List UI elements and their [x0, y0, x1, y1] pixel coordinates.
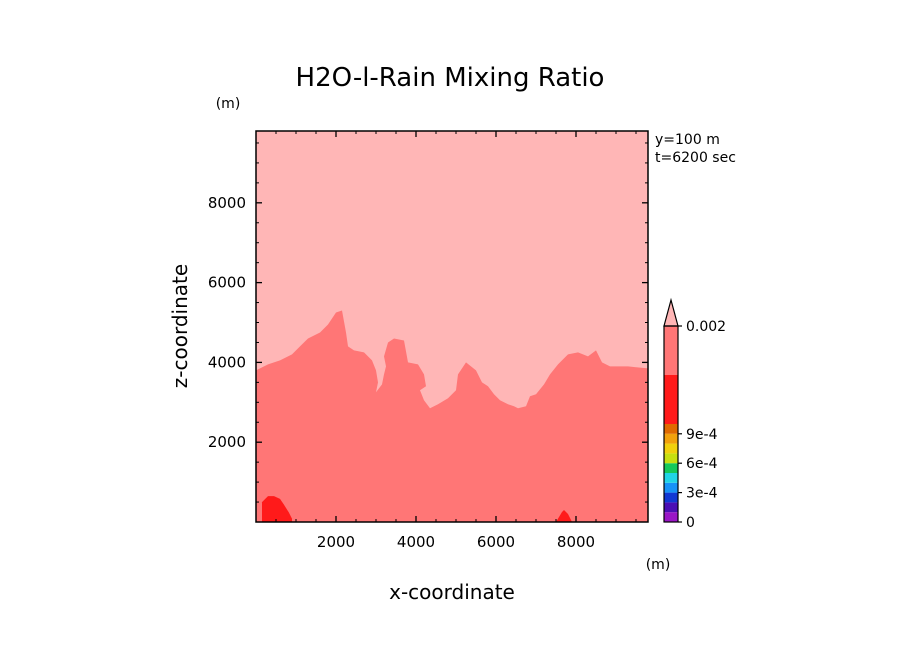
- red-blob-right: [556, 510, 572, 522]
- y-tick-label: 6000: [208, 274, 246, 292]
- red-blob-left: [262, 496, 292, 522]
- colorbar-level: [664, 473, 678, 483]
- x-axis-label: x-coordinate: [389, 580, 515, 604]
- y-axis-label: z-coordinate: [168, 264, 192, 388]
- plot-frame: [255, 130, 649, 523]
- y-unit-label: (m): [216, 96, 241, 112]
- colorbar-tick-label: 9e-4: [686, 427, 718, 443]
- y-tick-label: 4000: [208, 353, 246, 371]
- colorbar-level: [664, 443, 678, 454]
- x-tick-label: 4000: [397, 533, 435, 551]
- colorbar-frame: [663, 325, 679, 523]
- colorbar-tick-label: 0: [686, 515, 695, 531]
- y-tick-label: 8000: [208, 194, 246, 212]
- x-unit-label: (m): [646, 557, 671, 573]
- colorbar-level: [664, 424, 678, 434]
- info-line-2: t=6200 sec: [655, 150, 736, 166]
- x-tick-label: 8000: [557, 533, 595, 551]
- x-axis: 2000 4000 6000 8000: [275, 131, 637, 551]
- colorbar-level: [664, 482, 678, 493]
- colorbar-level: [664, 492, 678, 503]
- colorbar-level: [664, 375, 678, 424]
- contour-regions: [256, 131, 648, 522]
- y-tick-label: 2000: [208, 433, 246, 451]
- colorbar-level: [664, 326, 678, 375]
- x-tick-label: 6000: [477, 533, 515, 551]
- colorbar-tick-label: 3e-4: [686, 486, 718, 502]
- colorbar-level: [664, 502, 678, 513]
- colorbar-level: [664, 453, 678, 464]
- colorbar-level: [664, 512, 678, 522]
- y-axis: 2000 4000 6000 8000: [208, 142, 648, 503]
- colorbar: 0 3e-4 6e-4 9e-4 0.002: [663, 297, 726, 531]
- colorbar-level: [664, 433, 678, 444]
- x-tick-label: 2000: [317, 533, 355, 551]
- info-line-1: y=100 m: [655, 132, 720, 148]
- colorbar-tick-label: 6e-4: [686, 456, 718, 472]
- colorbar-extend-arrow: [663, 297, 679, 327]
- lower-mid-region: [256, 310, 648, 522]
- chart-title: H2O-l-Rain Mixing Ratio: [296, 63, 605, 93]
- colorbar-tick-label: 0.002: [686, 319, 726, 335]
- colorbar-level: [664, 463, 678, 473]
